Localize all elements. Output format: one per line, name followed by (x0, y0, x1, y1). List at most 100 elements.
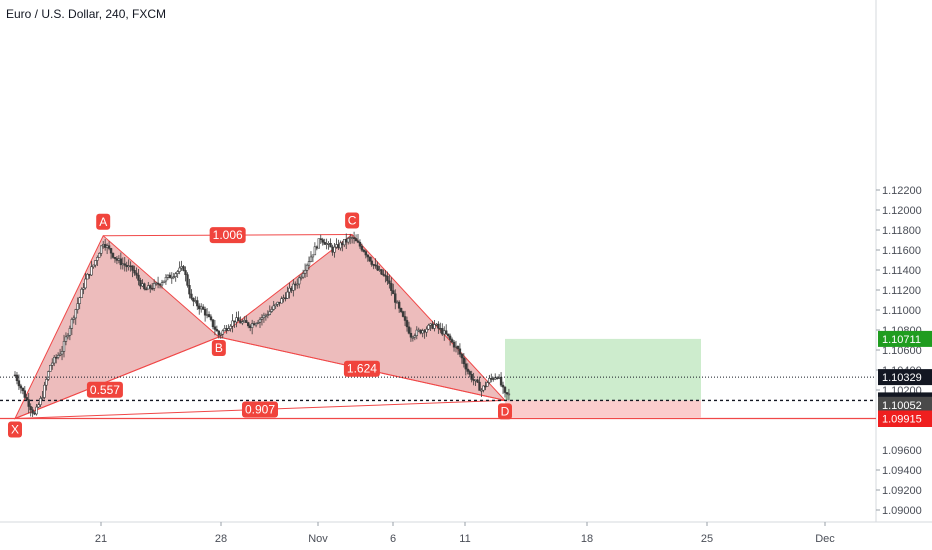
svg-text:0.907: 0.907 (245, 402, 275, 416)
candle (21, 387, 25, 395)
candle (448, 333, 452, 346)
ratio-badge-ac[interactable]: 1.006 (209, 227, 246, 244)
candle (258, 317, 262, 329)
ratio-badge-bd[interactable]: 1.624 (343, 360, 380, 377)
candle (360, 243, 364, 252)
candle (413, 333, 417, 341)
candle (123, 256, 126, 272)
candle (19, 383, 23, 394)
candle (272, 300, 275, 311)
candle (39, 395, 42, 408)
candle (68, 325, 72, 341)
candle (209, 314, 213, 322)
candle (405, 316, 409, 332)
price-label[interactable]: 1.10711 (878, 330, 932, 347)
price-tick-label: 1.11200 (882, 285, 921, 297)
candle (292, 279, 295, 297)
candle (411, 335, 415, 342)
candle (480, 388, 483, 398)
candle (446, 333, 450, 339)
candle (374, 258, 377, 269)
candle (151, 282, 154, 291)
candle (352, 231, 356, 244)
candle (109, 247, 113, 260)
candle (250, 319, 254, 335)
ratio-badge-xd[interactable]: 0.907 (242, 401, 278, 418)
price-axis[interactable]: 1.12200 1.12000 1.11800 1.11600 1.11400 1.112… (876, 185, 932, 517)
candle (478, 376, 481, 391)
price-tick-label: 1.09600 (882, 445, 922, 457)
svg-text:1.10711: 1.10711 (882, 334, 921, 346)
price-tick-label: 1.12000 (882, 205, 922, 217)
candle (354, 234, 358, 242)
candle (176, 269, 179, 278)
candle (490, 373, 493, 383)
candle (184, 266, 187, 282)
candle (399, 307, 403, 314)
candle (476, 378, 479, 384)
price-tick-label: 1.11400 (882, 265, 921, 277)
pattern-point-c[interactable]: C (345, 212, 360, 229)
candle (386, 271, 389, 285)
svg-text:1.09915: 1.09915 (882, 414, 922, 426)
candle (139, 277, 142, 290)
candle (180, 260, 183, 271)
candle (94, 260, 97, 268)
ratio-badge-xb[interactable]: 0.557 (86, 381, 123, 398)
price-tick-label: 1.11800 (882, 225, 921, 237)
profit-zone[interactable] (505, 338, 701, 401)
candle (162, 280, 166, 284)
candle (96, 255, 99, 267)
candle (60, 346, 64, 361)
candle (456, 345, 460, 355)
candle (307, 256, 311, 270)
candle (205, 308, 209, 319)
svg-text:B: B (215, 341, 223, 355)
pattern-point-x[interactable]: X (8, 421, 22, 438)
price-tick-label: 1.09400 (882, 465, 922, 477)
candle (80, 287, 83, 298)
price-label[interactable]: 1.10052 (878, 396, 932, 413)
candle (62, 334, 66, 358)
candle (299, 273, 303, 281)
candle (256, 320, 260, 325)
candle (74, 308, 77, 325)
candle (58, 348, 62, 357)
loss-zone[interactable] (505, 400, 701, 418)
candle (47, 370, 50, 381)
candle (152, 279, 156, 292)
pattern-point-d[interactable]: D (498, 403, 512, 420)
candle (192, 297, 195, 307)
price-label[interactable]: 1.10329 (878, 369, 932, 386)
candle (64, 332, 68, 346)
candle (501, 381, 505, 394)
pattern-point-b[interactable]: B (211, 340, 226, 356)
candle (78, 296, 81, 310)
candle (482, 385, 485, 393)
time-axis[interactable]: 21 28 Nov 6 11 18 25 Dec (95, 522, 835, 545)
price-tick-label: 1.10600 (882, 345, 922, 357)
candle (450, 337, 454, 344)
candle (217, 329, 221, 339)
candle (178, 261, 181, 275)
candle (182, 265, 185, 272)
candle (325, 238, 328, 250)
pattern-point-a[interactable]: A (96, 213, 111, 230)
candle (223, 324, 226, 332)
chart-title: Euro / U.S. Dollar, 240, FXCM (6, 7, 167, 21)
candle (441, 323, 444, 337)
candle (425, 326, 428, 337)
candle (203, 306, 207, 322)
svg-text:A: A (99, 215, 107, 229)
candle (229, 324, 232, 332)
price-tick-label: 1.09200 (882, 485, 922, 497)
candle (111, 252, 115, 259)
candle (15, 371, 19, 385)
candle (119, 252, 123, 270)
candle (333, 243, 336, 258)
candle (311, 254, 315, 263)
price-label[interactable]: 1.09915 (878, 410, 932, 427)
candle (499, 372, 503, 388)
candle (174, 271, 177, 282)
